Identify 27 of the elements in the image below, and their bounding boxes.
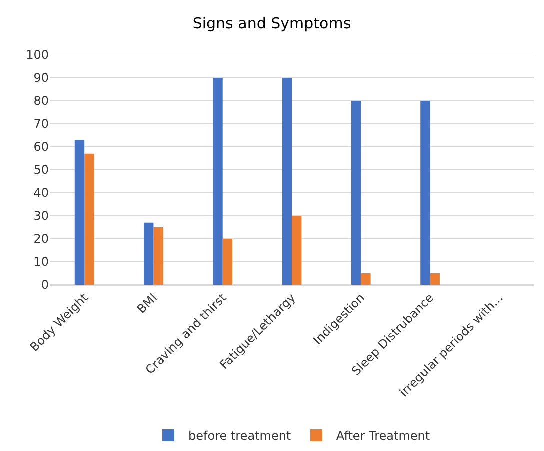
bar — [222, 239, 233, 285]
bar — [351, 101, 362, 285]
legend-label: before treatment — [188, 429, 292, 444]
y-tick-label: 50 — [34, 163, 49, 178]
legend-label: After Treatment — [336, 429, 430, 444]
y-tick-label: 70 — [34, 117, 49, 132]
bar — [282, 78, 292, 285]
bar — [154, 228, 164, 285]
y-tick-label: 40 — [34, 186, 49, 200]
bar — [144, 222, 154, 285]
bar — [74, 140, 85, 285]
bar — [213, 78, 223, 285]
y-tick-label: 80 — [34, 94, 49, 108]
y-tick-label: 30 — [34, 209, 49, 224]
bar — [84, 154, 94, 285]
bar — [420, 101, 430, 285]
y-tick-label: 100 — [26, 48, 49, 62]
y-tick-label: 20 — [34, 232, 49, 246]
chart-title: Signs and Symptoms — [192, 14, 352, 32]
y-tick-label: 10 — [34, 255, 49, 270]
bar — [292, 216, 302, 285]
bar — [361, 274, 371, 285]
y-tick-label: 0 — [41, 278, 49, 292]
y-tick-label: 60 — [34, 140, 49, 154]
y-tick-label: 90 — [34, 71, 49, 86]
bar — [430, 274, 440, 285]
x-tick-label: BMI — [134, 290, 160, 316]
